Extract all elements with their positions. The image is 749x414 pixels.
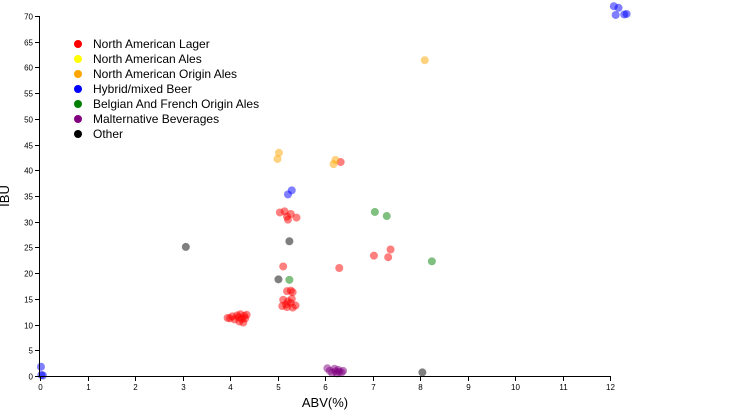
y-tick-label: 15 [24, 296, 33, 305]
y-tick-label: 65 [24, 39, 33, 48]
x-tick-label: 3 [181, 383, 186, 392]
legend-marker [74, 85, 82, 93]
data-point [614, 3, 623, 12]
data-point [242, 310, 251, 319]
data-point [611, 10, 620, 19]
y-tick-label: 0 [29, 373, 34, 382]
x-tick-label: 9 [466, 383, 471, 392]
y-tick-label: 45 [24, 142, 33, 151]
y-tick-label: 25 [24, 244, 33, 253]
legend-marker [74, 130, 82, 138]
legend-label: Hybrid/mixed Beer [93, 82, 192, 96]
data-point [420, 56, 429, 65]
legend-label: Malternative Beverages [93, 112, 219, 126]
data-point [36, 362, 45, 371]
data-point [181, 242, 190, 251]
x-tick-label: 4 [228, 383, 233, 392]
data-point [622, 9, 631, 18]
legend-marker [74, 70, 82, 78]
x-tick-label: 1 [86, 383, 91, 392]
y-tick-label: 70 [24, 13, 33, 22]
x-tick-label: 6 [323, 383, 328, 392]
y-tick-label: 20 [24, 270, 33, 279]
data-point [285, 275, 294, 284]
y-tick-label: 55 [24, 90, 33, 99]
data-point [287, 186, 296, 195]
points-layer [36, 2, 631, 380]
data-point [369, 251, 378, 260]
legend-marker [74, 55, 82, 63]
data-point [286, 210, 295, 218]
legend-marker [74, 100, 82, 108]
x-tick-label: 0 [38, 383, 43, 392]
data-point [370, 207, 379, 216]
data-point [418, 368, 427, 377]
x-tick-label: 7 [371, 383, 376, 392]
data-point [285, 237, 294, 246]
x-tick-label: 12 [606, 383, 615, 392]
data-point [279, 262, 288, 271]
y-tick-label: 10 [24, 322, 33, 331]
legend-label: North American Lager [93, 37, 210, 51]
y-tick-label: 50 [24, 116, 33, 125]
data-point [382, 212, 391, 221]
x-tick-label: 2 [133, 383, 138, 392]
data-point [292, 213, 301, 222]
data-point [339, 366, 348, 375]
legend-marker [74, 40, 82, 48]
legend-label: Belgian And French Origin Ales [93, 97, 259, 111]
x-tick-label: 5 [276, 383, 281, 392]
x-tick-label: 10 [511, 383, 520, 392]
data-point [288, 288, 297, 297]
data-point [386, 245, 395, 254]
y-tick-label: 35 [24, 193, 33, 202]
x-axis-title: ABV(%) [302, 395, 348, 410]
legend-label: North American Ales [93, 52, 202, 66]
data-point [282, 300, 291, 309]
y-tick-label: 5 [29, 347, 34, 356]
y-axis: 0 5 10 15 20 25 30 35 40 45 50 55 60 65 70 [24, 13, 40, 382]
y-tick-label: 30 [24, 219, 33, 228]
data-point [335, 264, 344, 272]
data-point [384, 253, 393, 262]
legend-label: North American Origin Ales [93, 67, 237, 81]
data-point [331, 156, 340, 164]
data-point [273, 154, 282, 163]
data-point [274, 148, 283, 157]
legend-marker [74, 115, 82, 123]
data-point [274, 275, 283, 284]
y-tick-label: 60 [24, 64, 33, 73]
legend-label: Other [93, 127, 123, 141]
y-axis-title: IBU [0, 185, 12, 207]
x-tick-label: 11 [559, 383, 568, 392]
data-point [291, 301, 300, 310]
x-tick-label: 8 [418, 383, 423, 392]
x-axis: 0 1 2 3 4 5 6 7 8 9 10 11 12 [38, 376, 615, 392]
y-tick-label: 40 [24, 167, 33, 176]
data-point [427, 257, 436, 266]
